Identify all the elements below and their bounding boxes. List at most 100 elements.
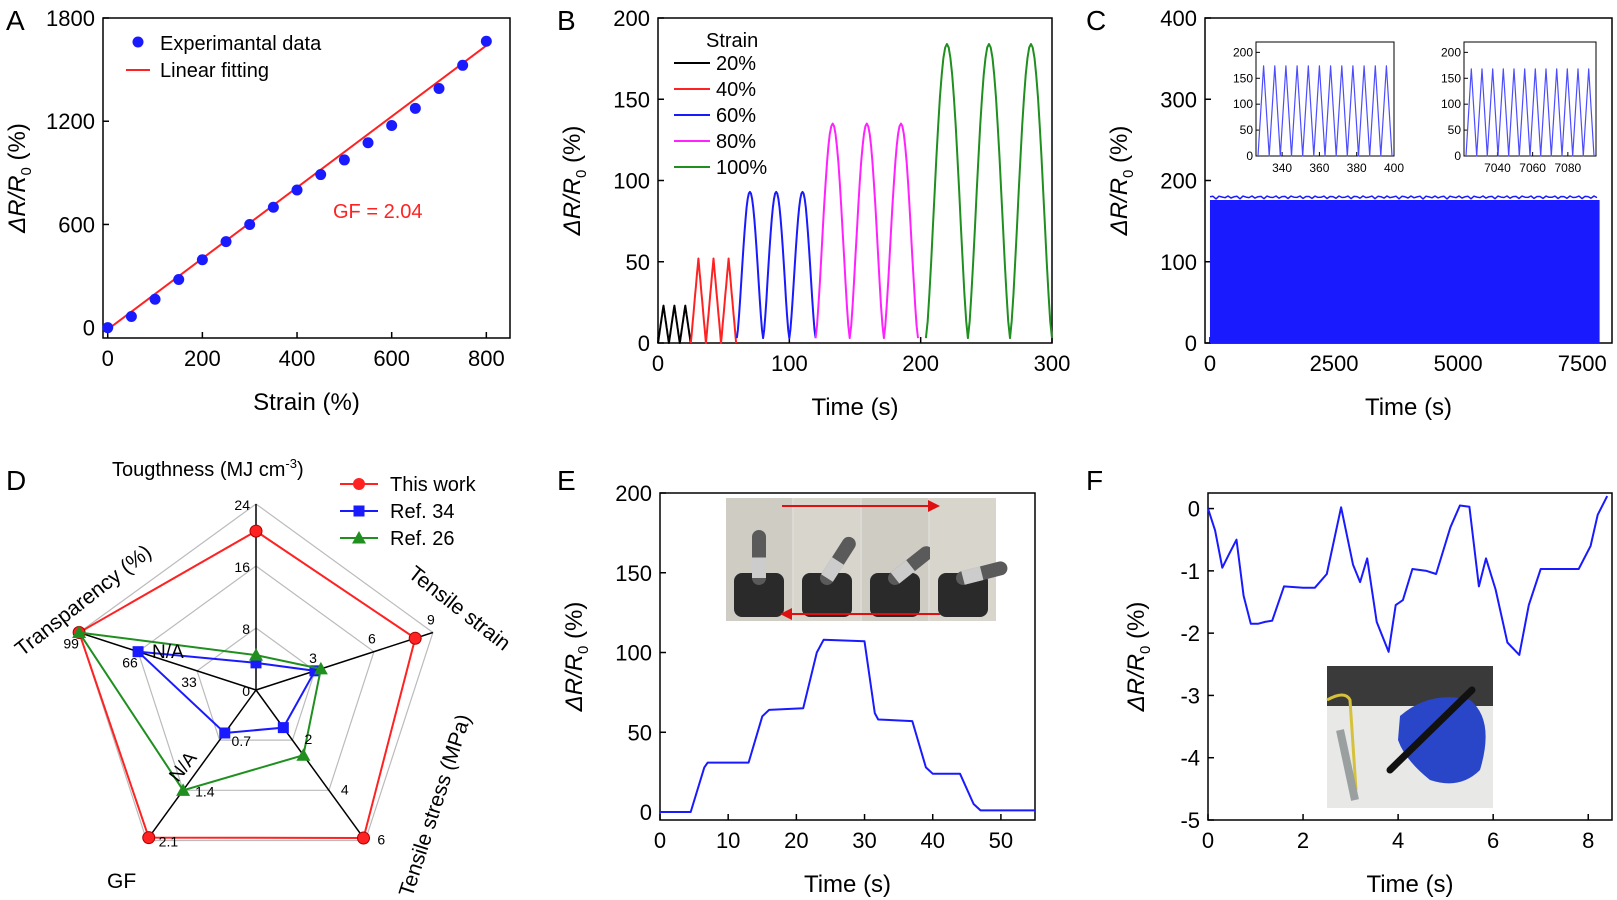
x-tick-label: 200 — [902, 351, 939, 376]
radar-axis-title-sup: -3 — [285, 456, 297, 471]
y-axis-label-sub: 0 — [575, 646, 592, 654]
panel-label: E — [557, 465, 576, 496]
radar-marker — [277, 722, 289, 734]
inset-x-tick-label: 380 — [1347, 161, 1367, 175]
y-tick-label: 0 — [640, 800, 652, 825]
y-tick-label: 1200 — [46, 109, 95, 134]
radar-tick-label: 0 — [242, 683, 250, 699]
data-point — [338, 154, 350, 166]
radar-tick-label: 2.1 — [159, 833, 179, 849]
y-axis-label-unit: (%) — [561, 602, 588, 646]
radar-marker — [250, 657, 262, 669]
y-tick-label: -1 — [1180, 559, 1200, 584]
radar-tick-label: 9 — [427, 612, 435, 628]
x-tick-label: 30 — [852, 828, 876, 853]
inset-y-tick-label: 50 — [1448, 123, 1462, 137]
y-axis-label-unit: (%) — [4, 123, 31, 167]
handwriting-photo — [1326, 666, 1493, 808]
y-tick-label: 1800 — [46, 6, 95, 31]
x-tick-label: 2 — [1297, 828, 1309, 853]
x-tick-label: 400 — [279, 346, 316, 371]
x-axis-label: Time (s) — [811, 394, 898, 421]
arrow-right-head — [928, 500, 940, 512]
y-tick-label: 150 — [613, 87, 650, 112]
x-tick-label: 5000 — [1434, 351, 1483, 376]
x-tick-label: 8 — [1582, 828, 1594, 853]
panel-label: D — [6, 465, 26, 496]
x-tick-label: 0 — [1204, 351, 1216, 376]
x-axis-label: Time (s) — [1366, 871, 1453, 898]
radar-tick-label: 3 — [309, 650, 317, 666]
radar-marker — [408, 631, 422, 645]
y-axis-label: ΔR/R0 (%) — [4, 123, 35, 234]
y-axis-label-main: ΔR/R — [561, 654, 588, 712]
radar-gridline — [137, 565, 375, 791]
legend-marker — [353, 505, 365, 517]
data-point — [125, 310, 137, 322]
radar-marker — [176, 783, 191, 796]
y-tick-label: 200 — [615, 481, 652, 506]
y-axis-label-unit: (%) — [559, 126, 586, 170]
radar-marker — [219, 727, 231, 739]
y-tick-label: 200 — [1160, 169, 1197, 194]
wire — [1326, 693, 1358, 791]
legend-label: 80% — [716, 131, 756, 153]
y-axis-label: ΔR/R0 (%) — [1123, 602, 1154, 713]
series-line — [689, 257, 738, 344]
y-tick-label: 100 — [615, 641, 652, 666]
inset-y-tick-label: 0 — [1246, 149, 1253, 163]
x-tick-label: 0 — [652, 351, 664, 376]
robot-hand — [870, 573, 920, 617]
plot-frame — [1207, 492, 1613, 821]
radar-tick-label: 6 — [368, 631, 376, 647]
radar-axis — [78, 631, 257, 691]
y-axis-label-unit: (%) — [1123, 602, 1150, 646]
x-tick-label: 50 — [989, 828, 1013, 853]
y-axis-label-main: ΔR/R — [1106, 178, 1133, 236]
data-point — [102, 322, 114, 334]
x-tick-label: 4 — [1392, 828, 1404, 853]
y-tick-label: 400 — [1160, 6, 1197, 31]
inset-y-tick-label: 100 — [1441, 97, 1461, 111]
robot-hand — [938, 573, 988, 617]
data-point — [457, 59, 469, 71]
legend-label: This work — [390, 474, 477, 496]
panel-label: F — [1086, 465, 1103, 496]
series-line — [660, 638, 1035, 813]
x-tick-label: 2500 — [1310, 351, 1359, 376]
data-point — [244, 218, 256, 230]
sensor-strip — [1336, 729, 1359, 801]
sensor-strip — [890, 560, 915, 584]
data-point — [149, 293, 161, 305]
legend-label: Ref. 26 — [390, 528, 454, 550]
legend-label: Ref. 34 — [390, 501, 454, 523]
legend-marker — [353, 478, 365, 490]
radar-tick-label: 33 — [181, 674, 197, 690]
radar-marker — [132, 646, 144, 658]
robot-hand — [802, 573, 852, 617]
radar-tick-label: 2 — [304, 731, 312, 747]
series-line — [1207, 495, 1609, 656]
x-tick-label: 300 — [1034, 351, 1071, 376]
y-tick-label: 100 — [613, 169, 650, 194]
x-tick-label: 0 — [102, 346, 114, 371]
plot-frame — [102, 17, 511, 339]
na-label: N/A — [152, 642, 184, 663]
y-axis-label-sub: 0 — [1120, 170, 1137, 178]
plot-frame — [659, 492, 1036, 821]
x-tick-label: 6 — [1487, 828, 1499, 853]
radar-axis-title-end: ) — [297, 459, 304, 481]
x-tick-label: 800 — [468, 346, 505, 371]
y-axis-label-main: ΔR/R — [559, 178, 586, 236]
y-tick-label: 0 — [638, 331, 650, 356]
signal-band-peaks — [1209, 195, 1598, 200]
inset-y-tick-label: 50 — [1240, 123, 1254, 137]
x-tick-label: 0 — [654, 828, 666, 853]
sensor-strip — [821, 557, 844, 582]
data-point — [173, 274, 185, 286]
legend-label: 100% — [716, 157, 767, 179]
x-tick-label: 200 — [184, 346, 221, 371]
radar-axis-title-gf: GF — [107, 870, 136, 893]
radar-tick-label: 4 — [341, 781, 349, 797]
radar-axis-title-toughness: Tougthness (MJ cm-3) — [112, 456, 304, 481]
